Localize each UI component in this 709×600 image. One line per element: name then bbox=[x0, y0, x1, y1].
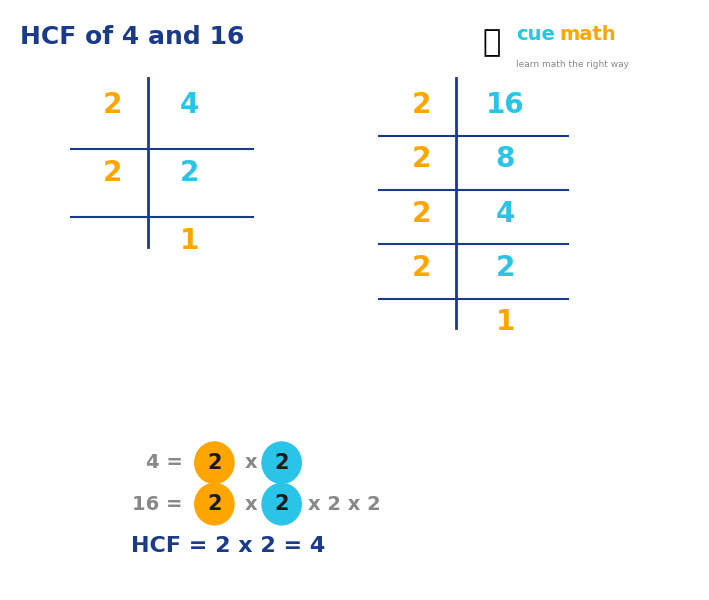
Text: x: x bbox=[245, 453, 257, 472]
Text: HCF = 2 x 2 = 4: HCF = 2 x 2 = 4 bbox=[131, 536, 325, 556]
Text: x: x bbox=[245, 494, 257, 514]
Text: HCF of 4 and 16: HCF of 4 and 16 bbox=[20, 25, 244, 49]
Ellipse shape bbox=[262, 484, 301, 525]
Text: 4 =: 4 = bbox=[146, 453, 183, 472]
Text: 2: 2 bbox=[274, 494, 289, 514]
Text: 4: 4 bbox=[180, 91, 199, 119]
Text: 2: 2 bbox=[411, 145, 431, 173]
Text: x 2 x 2: x 2 x 2 bbox=[308, 494, 381, 514]
Text: learn math the right way: learn math the right way bbox=[515, 61, 629, 70]
Ellipse shape bbox=[195, 484, 234, 525]
Text: 2: 2 bbox=[411, 200, 431, 227]
Text: 2: 2 bbox=[411, 254, 431, 282]
Text: 4: 4 bbox=[496, 200, 515, 227]
Text: 2: 2 bbox=[207, 494, 222, 514]
Text: 2: 2 bbox=[103, 91, 123, 119]
Text: 2: 2 bbox=[207, 453, 222, 473]
Text: cue: cue bbox=[515, 25, 554, 44]
Text: 16: 16 bbox=[486, 91, 525, 119]
Text: math: math bbox=[560, 25, 616, 44]
Text: 1: 1 bbox=[496, 308, 515, 337]
Text: 8: 8 bbox=[496, 145, 515, 173]
Text: 16 =: 16 = bbox=[133, 494, 183, 514]
Ellipse shape bbox=[262, 442, 301, 484]
Ellipse shape bbox=[195, 442, 234, 484]
Text: 2: 2 bbox=[274, 453, 289, 473]
Text: 🚀: 🚀 bbox=[482, 28, 501, 57]
Text: 1: 1 bbox=[180, 227, 199, 255]
Text: 2: 2 bbox=[496, 254, 515, 282]
Text: 2: 2 bbox=[180, 159, 199, 187]
Text: 2: 2 bbox=[411, 91, 431, 119]
Text: 2: 2 bbox=[103, 159, 123, 187]
